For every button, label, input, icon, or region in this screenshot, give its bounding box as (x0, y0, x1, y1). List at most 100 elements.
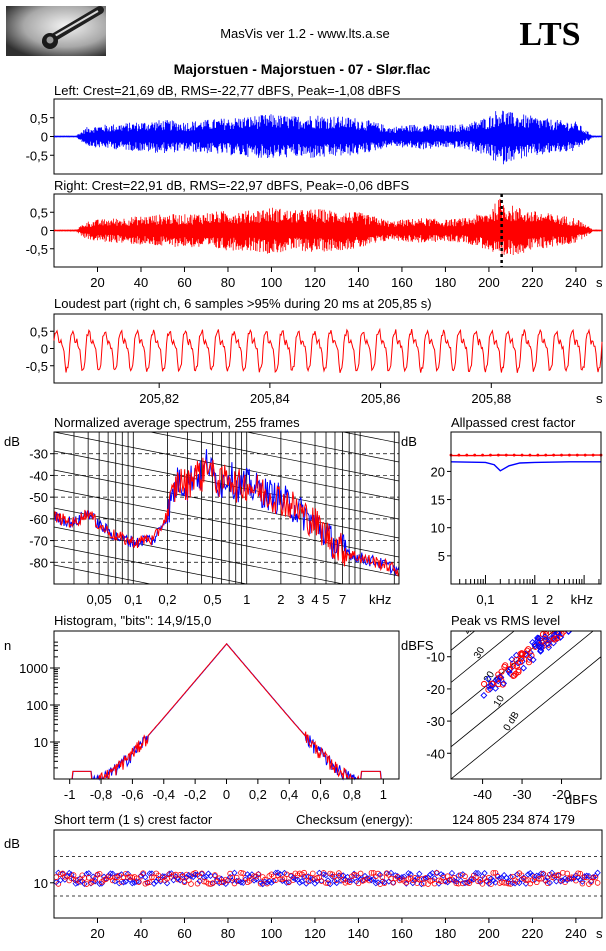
peakrms-point-left (554, 631, 562, 637)
shortterm-point-right (579, 880, 586, 887)
y-tick-label: 0,5 (30, 111, 48, 126)
peakrms-point-right (573, 609, 578, 614)
left-waveform-panel: Left: Crest=21,69 dB, RMS=-22,77 dBFS, P… (26, 83, 603, 175)
crest-point (520, 453, 524, 457)
spectrum-trace (54, 457, 399, 577)
peakrms-point-left (541, 633, 549, 641)
x-tick-label: 0,1 (476, 592, 494, 607)
allpassed-plot-frame (450, 431, 602, 585)
shortterm-point-right (553, 872, 560, 879)
peakrms-point-right (576, 611, 581, 616)
shortterm-point-right (96, 871, 103, 877)
peakrms-point-left (480, 691, 488, 699)
shortterm-point-right (81, 875, 88, 881)
shortterm-point-left (72, 880, 79, 887)
spectrum-plot-frame (53, 431, 400, 585)
shortterm-point-left (555, 872, 562, 879)
shortterm-point-right (453, 880, 460, 887)
crest-point (512, 453, 516, 457)
y-tick-label: 0 (41, 130, 48, 145)
shortterm-point-right (431, 880, 438, 887)
peakrms-point-right (571, 610, 576, 615)
shortterm-point-left (196, 878, 203, 885)
y-tick-label: -50 (29, 490, 48, 505)
logo-image (6, 6, 106, 56)
shortterm-point-left (440, 872, 447, 879)
shortterm-point-left (68, 871, 75, 878)
x-tick-label: -0,8 (90, 787, 112, 802)
spectrum-slope-line (54, 488, 399, 558)
shortterm-point-left (346, 877, 353, 884)
peakrms-point-left (514, 659, 522, 667)
shortterm-point-right (55, 881, 62, 887)
shortterm-point-right (314, 875, 320, 881)
y-tick-label: -20 (426, 682, 445, 697)
shortterm-point-right (77, 878, 83, 885)
shortterm-point-left (407, 871, 414, 878)
shortterm-point-right (229, 875, 236, 881)
peakrms-point-left (494, 677, 502, 685)
x-tick-label: 60 (177, 275, 191, 290)
peakrms-point-right (519, 650, 526, 658)
x-tick-label: -1 (64, 787, 76, 802)
crest-point (552, 453, 556, 457)
crest-point (457, 453, 461, 457)
shortterm-point-left (298, 878, 306, 885)
shortterm-point-right (544, 880, 551, 886)
crest-series (451, 454, 601, 457)
x-tick-label: 20 (90, 926, 104, 941)
shortterm-point-left (96, 880, 103, 887)
peakrms-ylabel: dBFS (401, 638, 434, 653)
checksum-label: Checksum (energy): (296, 812, 413, 827)
shortterm-point-right (170, 872, 177, 878)
shortterm-point-left (444, 879, 451, 886)
shortterm-title: Short term (1 s) crest factor (54, 812, 213, 827)
shortterm-point-left (233, 877, 240, 885)
shortterm-point-left (292, 875, 299, 883)
peakrms-point-left (485, 682, 493, 690)
shortterm-point-right (140, 870, 146, 876)
x-tick-label: 120 (304, 926, 326, 941)
peakrms-point-left (535, 639, 543, 647)
x-tick-label: 40 (134, 926, 148, 941)
shortterm-point-right (149, 874, 155, 880)
shortterm-point-left (481, 869, 488, 877)
y-tick-label: 5 (438, 549, 445, 564)
x-tick-label: 220 (522, 926, 544, 941)
shortterm-point-right (188, 881, 194, 887)
right-plot: 0,5 0 -0,5 20 40 60 80 100 120 140 160 180 200 220 240… (26, 194, 603, 290)
y-tick-label: 100 (26, 698, 48, 713)
shortterm-point-right (309, 870, 316, 877)
y-tick-label: -0,5 (26, 242, 48, 257)
y-tick-label: 0 (41, 342, 48, 357)
crest-point (504, 453, 508, 457)
shortterm-point-right (390, 879, 397, 886)
peakrms-point-right (513, 656, 520, 663)
shortterm-point-left (474, 869, 482, 877)
shortterm-point-right (201, 878, 207, 885)
x-tick-label: 0,8 (343, 787, 361, 802)
shortterm-point-right (514, 879, 520, 885)
peakrms-point-left (537, 647, 545, 655)
y-tick-label: -10 (426, 650, 445, 665)
crest-point (591, 453, 595, 457)
histogram-trace (69, 642, 384, 780)
shortterm-point-left (448, 869, 456, 877)
peakrms-point-right (551, 636, 558, 643)
x-tick-label: 200 (478, 926, 500, 941)
header: MasVis ver 1.2 - www.lts.a.se LTS Majors… (6, 6, 581, 77)
crest-point (568, 453, 571, 457)
shortterm-point-left (122, 878, 129, 885)
shortterm-point-left (98, 880, 106, 887)
shortterm-point-right (468, 877, 475, 883)
x-tick-label: 2 (546, 592, 553, 607)
shortterm-point-right (540, 871, 547, 877)
y-tick-label: -70 (29, 534, 48, 549)
shortterm-point-right (238, 870, 244, 876)
shortterm-point-right (594, 880, 601, 886)
shortterm-point-right (357, 870, 364, 877)
crest-point (481, 453, 484, 457)
shortterm-point-left (87, 880, 95, 887)
